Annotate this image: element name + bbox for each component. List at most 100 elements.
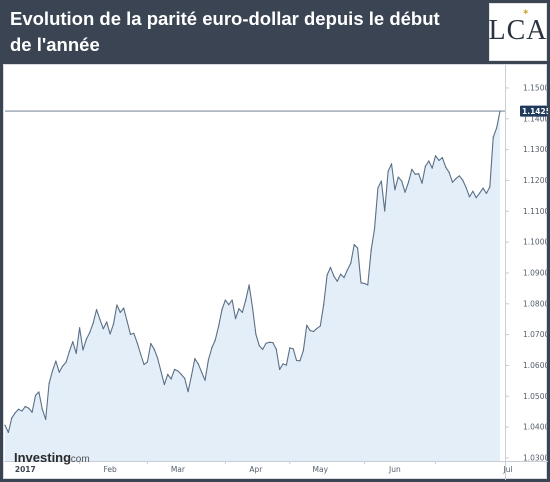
data-point (150, 342, 152, 345)
data-point (445, 166, 447, 168)
data-point (350, 262, 352, 264)
data-point (333, 275, 335, 277)
logo-star-icon: ✶ (522, 8, 530, 18)
data-point (475, 197, 477, 199)
data-point (343, 276, 345, 279)
data-point (472, 190, 474, 192)
data-point (224, 299, 226, 301)
data-point (31, 411, 33, 413)
data-point (312, 330, 315, 333)
data-point (194, 358, 196, 360)
data-point (28, 407, 30, 409)
y-tick-label: 1.1500 (523, 84, 548, 93)
x-tick-label: 2017 (15, 465, 36, 474)
data-point (214, 339, 216, 341)
data-point (418, 173, 420, 175)
data-point (404, 191, 406, 193)
data-point (299, 360, 301, 362)
data-point (373, 227, 376, 230)
data-point (262, 348, 264, 350)
data-point (211, 347, 213, 349)
y-tick-label: 1.0300 (523, 454, 548, 463)
lca-logo: ✶ LCA (489, 3, 547, 61)
data-point (438, 159, 440, 162)
data-point (72, 341, 74, 343)
data-point (458, 175, 460, 177)
chart-title: Evolution de la parité euro-dollar depui… (10, 8, 440, 55)
data-point (180, 373, 182, 375)
data-point (306, 324, 308, 326)
data-point (360, 282, 362, 284)
data-point (136, 342, 138, 344)
data-point (75, 352, 77, 354)
data-point (102, 328, 104, 330)
data-point (377, 187, 379, 189)
data-point (123, 307, 125, 309)
data-point (85, 338, 87, 340)
data-point (126, 320, 128, 322)
data-point (109, 333, 111, 335)
data-point (279, 368, 281, 371)
data-point (448, 171, 450, 174)
data-point (485, 192, 488, 194)
data-point (421, 182, 423, 184)
data-point (190, 375, 193, 377)
x-axis: 2017 Feb Mar Apr May Jun Jul (4, 461, 548, 474)
y-tick-label: 1.0800 (523, 299, 548, 308)
data-point (316, 327, 318, 330)
data-point (140, 353, 142, 355)
data-point (380, 180, 382, 182)
data-point (319, 325, 321, 327)
data-point (197, 363, 199, 365)
y-tick-label: 1.0900 (523, 269, 548, 278)
data-point (367, 284, 369, 286)
data-point (248, 284, 250, 286)
data-point (163, 383, 165, 386)
data-point (17, 408, 20, 410)
data-point (7, 431, 9, 433)
data-point (201, 371, 203, 373)
data-point (292, 348, 294, 350)
data-point (496, 127, 498, 129)
data-point (143, 363, 145, 366)
data-point (68, 350, 71, 352)
data-point (251, 306, 254, 309)
data-point (82, 349, 84, 351)
investing-watermark: Investing .com (14, 450, 90, 465)
data-point (112, 323, 115, 325)
data-point (228, 304, 230, 306)
y-tick-label: 1.0500 (523, 392, 548, 401)
data-point (62, 365, 64, 367)
data-point (295, 359, 298, 362)
y-tick-label: 1.0400 (523, 423, 548, 432)
data-point (89, 331, 91, 334)
data-point (38, 391, 40, 393)
y-tick-label: 1.1100 (523, 207, 548, 216)
data-point (431, 167, 433, 169)
last-price-label: 1.1425 (522, 107, 548, 116)
data-point (265, 342, 267, 344)
data-point (282, 363, 284, 365)
x-tick-label: Jul (502, 465, 512, 474)
data-point (357, 247, 359, 249)
data-point (492, 136, 494, 138)
data-point (218, 325, 220, 327)
data-point (268, 341, 271, 343)
data-point (221, 309, 223, 311)
data-point (309, 329, 311, 332)
data-point (153, 348, 155, 350)
y-tick-label: 1.0700 (523, 330, 548, 339)
data-point (177, 370, 179, 372)
data-point (160, 370, 162, 372)
data-point (95, 309, 98, 311)
data-point (234, 317, 237, 320)
data-point (45, 418, 47, 420)
data-point (272, 342, 274, 344)
data-point (41, 408, 43, 410)
data-point (346, 269, 349, 271)
data-point (58, 371, 60, 373)
data-point (462, 179, 464, 181)
data-point (133, 332, 135, 334)
data-point (146, 361, 148, 363)
data-point (21, 410, 23, 412)
